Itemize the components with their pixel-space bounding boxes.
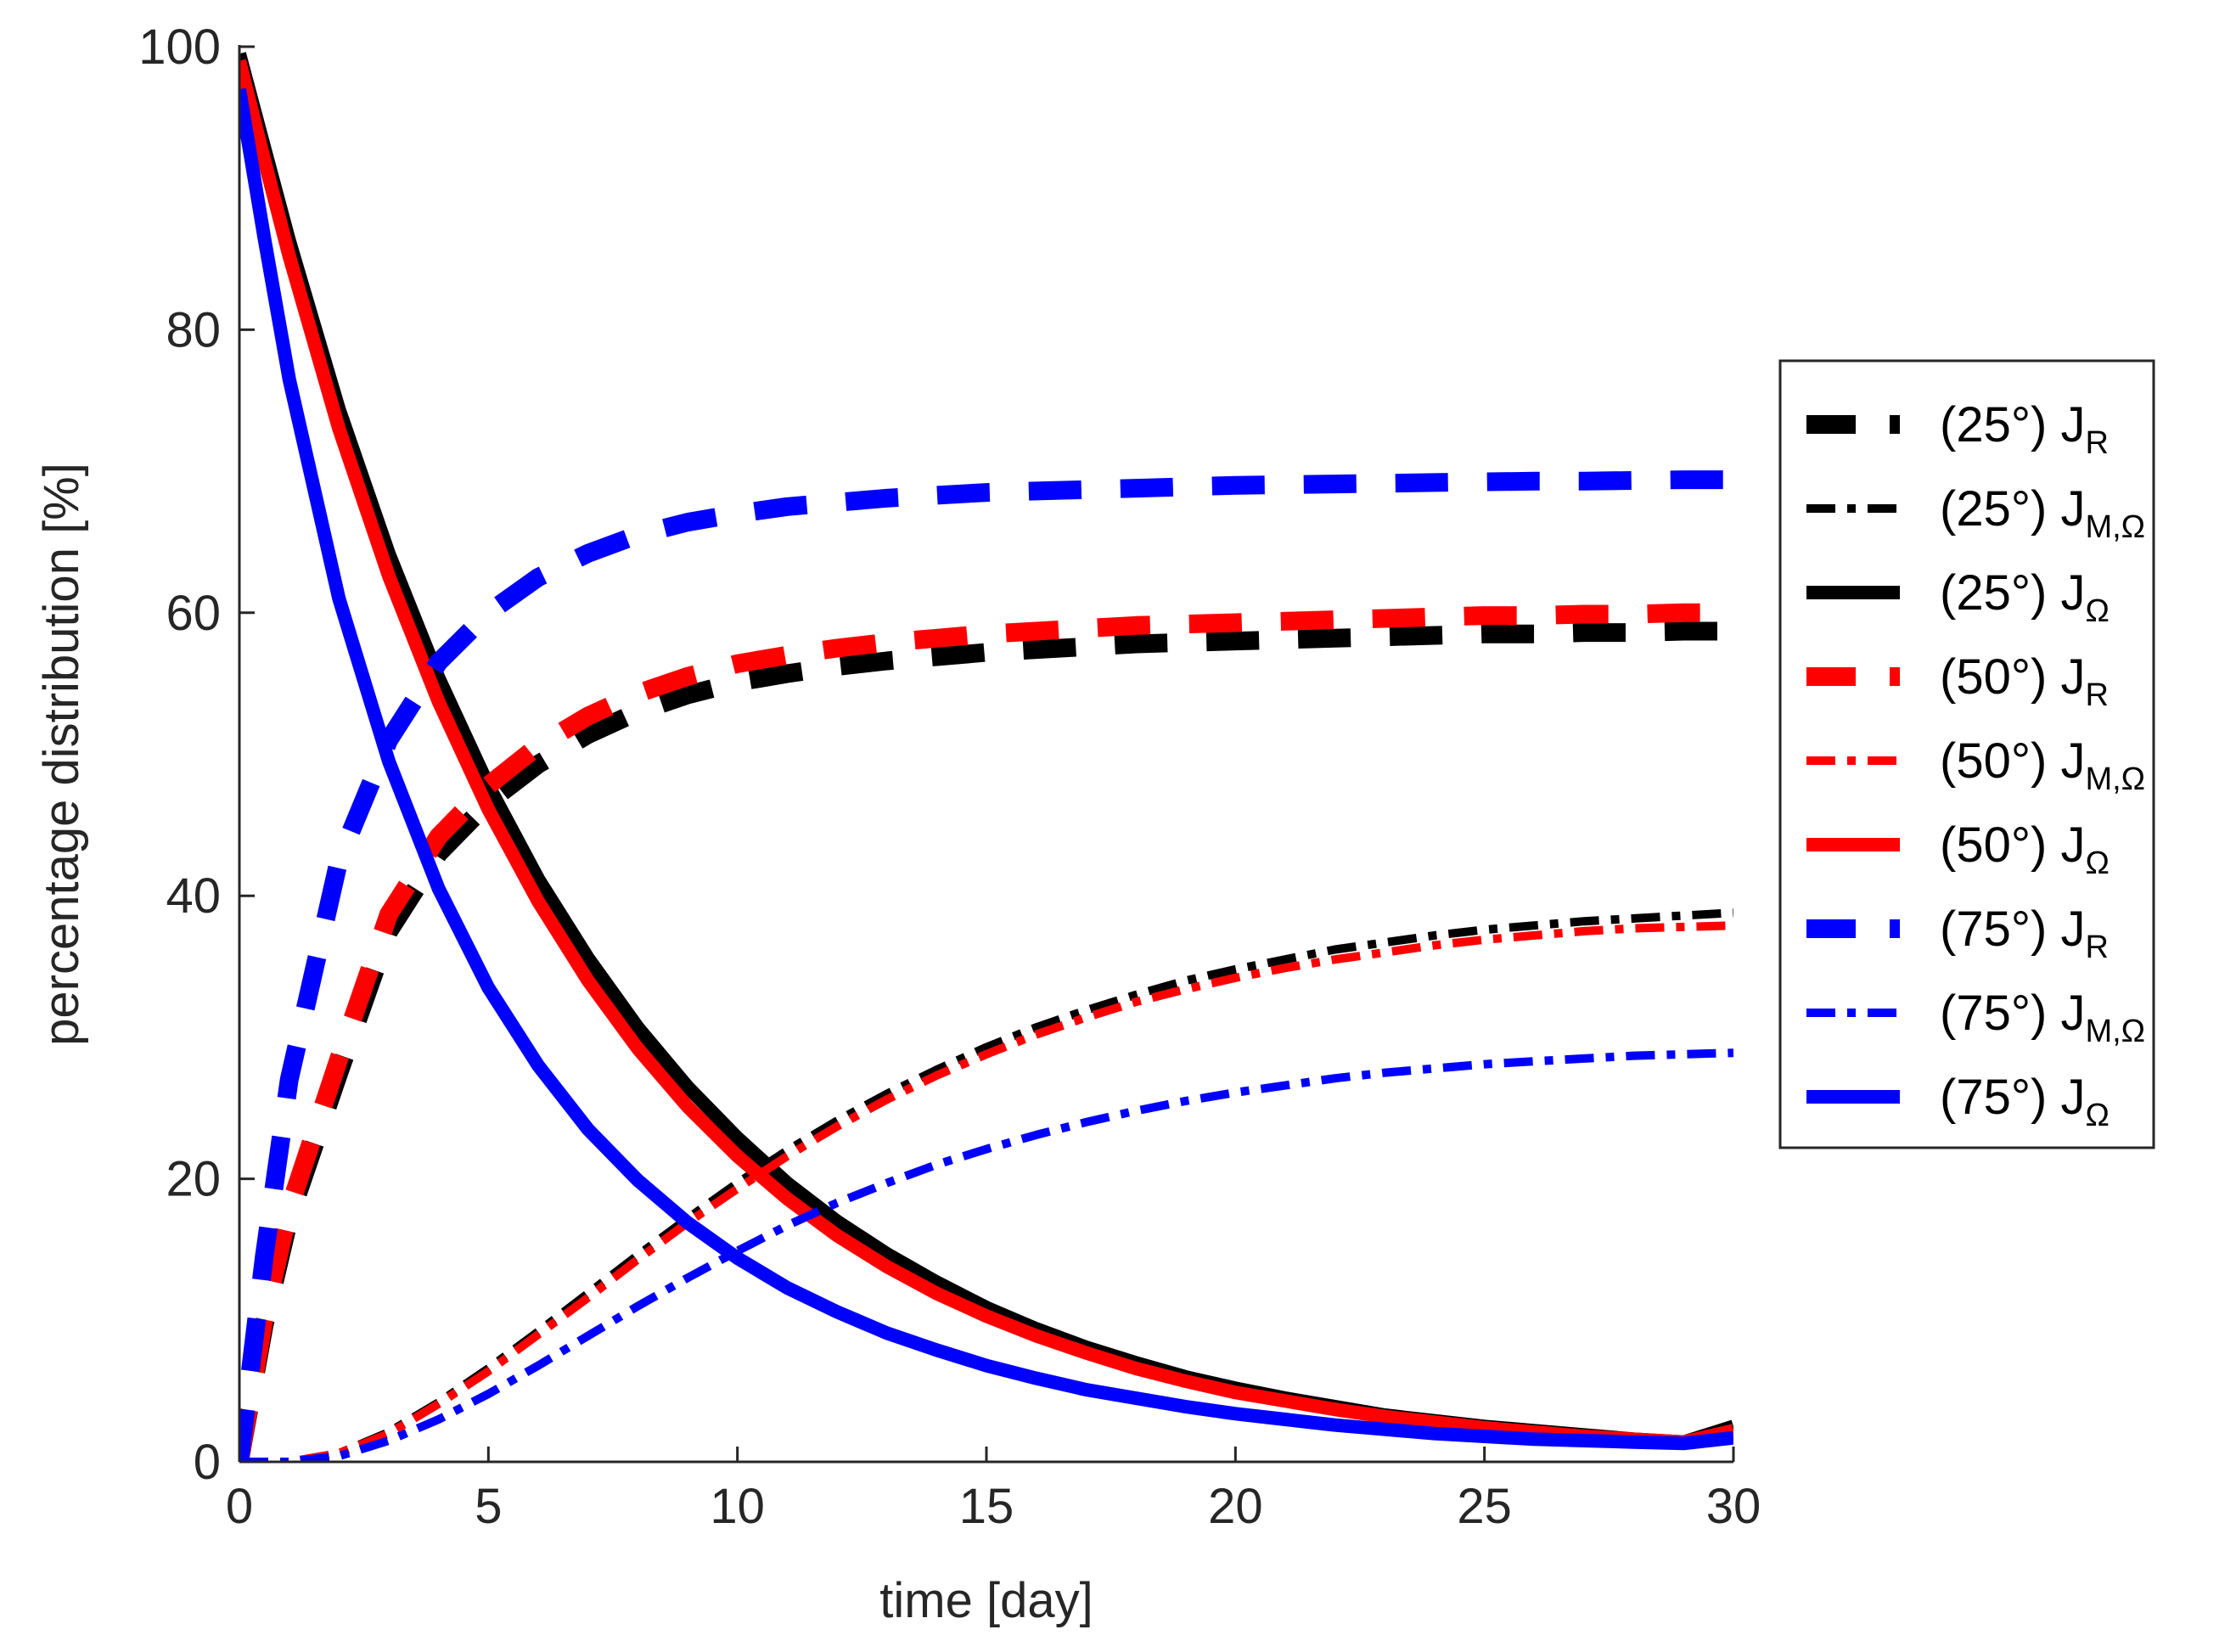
series-line-9 bbox=[239, 87, 1733, 1451]
legend-entry-2: (25°) JM,Ω bbox=[1940, 481, 2145, 545]
axes: 0 5 10 15 20 25 30 0 20 40 60 80 100 time [day] percen… bbox=[34, 20, 1761, 1628]
series-line-6 bbox=[239, 59, 1733, 1449]
legend-entry-4: (50°) JR bbox=[1940, 649, 2109, 713]
x-tick-label: 5 bbox=[475, 1479, 502, 1534]
y-tick-label: 0 bbox=[194, 1435, 221, 1490]
legend-entry-7: (75°) JR bbox=[1940, 902, 2109, 965]
y-axis-label: percentage distribution [%] bbox=[34, 463, 89, 1046]
series-line-7 bbox=[239, 470, 1733, 1462]
series-line-4 bbox=[239, 603, 1733, 1462]
legend-entry-8: (75°) JM,Ω bbox=[1940, 986, 2145, 1049]
x-tick-label: 25 bbox=[1457, 1479, 1512, 1534]
series-line-8 bbox=[239, 1048, 1733, 1462]
legend-entry-6: (50°) JΩ bbox=[1940, 818, 2110, 881]
x-tick-label: 30 bbox=[1706, 1479, 1761, 1534]
y-tick-label: 100 bbox=[138, 20, 221, 75]
x-tick-label: 20 bbox=[1208, 1479, 1263, 1534]
legend-entry-3: (25°) JΩ bbox=[1940, 565, 2110, 629]
legend-entry-1: (25°) JR bbox=[1940, 397, 2109, 461]
legend-entry-5: (50°) JM,Ω bbox=[1940, 733, 2145, 797]
x-tick-label: 0 bbox=[226, 1479, 253, 1534]
y-tick-label: 40 bbox=[166, 868, 221, 924]
legend: (25°) JR (25°) JM,Ω (25°) JΩ (50°) JR (50°) … bbox=[1778, 359, 2155, 1149]
x-axis-label: time [day] bbox=[879, 1573, 1093, 1628]
y-tick-label: 60 bbox=[166, 586, 221, 641]
y-tick-label: 80 bbox=[166, 302, 221, 357]
series-line-1 bbox=[239, 621, 1733, 1462]
legend-entry-9: (75°) JΩ bbox=[1940, 1070, 2110, 1133]
y-tick-label: 20 bbox=[166, 1152, 221, 1207]
plot-area bbox=[239, 52, 1733, 1462]
legend-box bbox=[1778, 359, 2155, 1149]
x-tick-label: 15 bbox=[959, 1479, 1014, 1534]
series-line-5 bbox=[239, 921, 1733, 1462]
x-tick-label: 10 bbox=[710, 1479, 765, 1534]
series-line-2 bbox=[239, 908, 1733, 1462]
